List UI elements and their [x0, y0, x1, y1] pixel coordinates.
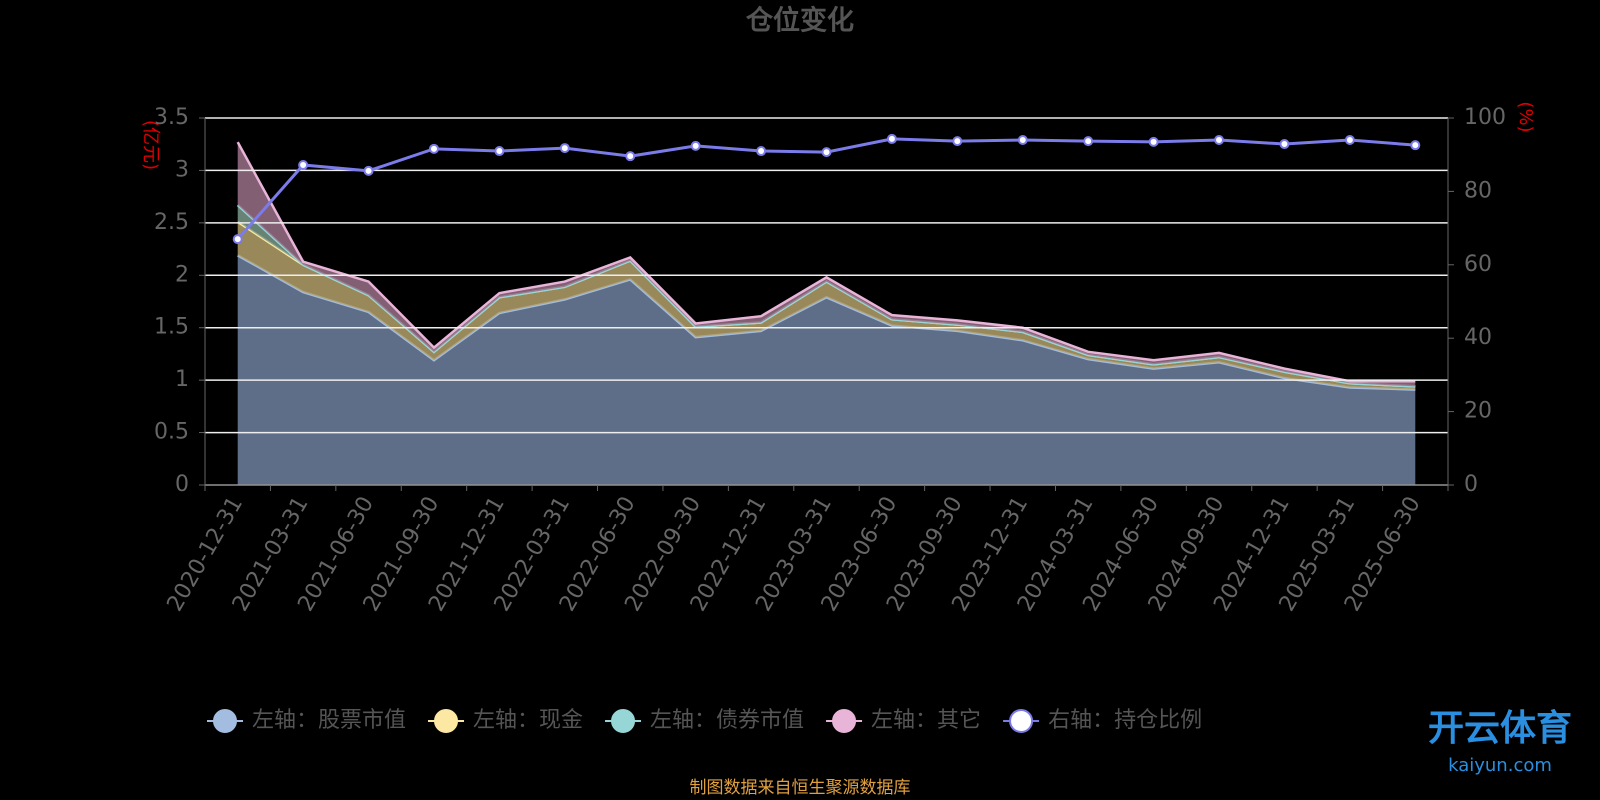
- legend-marker: [611, 709, 636, 733]
- point: [690, 140, 701, 151]
- point: [1344, 135, 1355, 146]
- point: [494, 146, 505, 157]
- point: [625, 151, 636, 162]
- point: [1410, 140, 1421, 151]
- point: [886, 133, 897, 144]
- point: [428, 143, 439, 154]
- source-note: 制图数据来自恒生聚源数据库: [690, 778, 911, 798]
- y2-tick-label: 100: [1464, 105, 1506, 130]
- y-tick-label: 2: [175, 262, 189, 287]
- y2-tick-label: 0: [1464, 472, 1478, 497]
- point: [1214, 135, 1225, 146]
- y2-tick-label: 20: [1464, 399, 1492, 424]
- chart-title: 仓位变化: [745, 5, 854, 37]
- y-tick-label: 1: [175, 367, 189, 392]
- point: [1083, 136, 1094, 147]
- point: [559, 143, 570, 154]
- y-tick-label: 1.5: [154, 315, 189, 340]
- point: [756, 146, 767, 157]
- area-line: [236, 141, 1416, 383]
- legend-marker: [1009, 709, 1034, 733]
- legend-label: 右轴：持仓比例: [1048, 708, 1202, 733]
- point: [952, 136, 963, 147]
- y-tick-label: 3: [175, 157, 189, 182]
- y2-axis-label: (%): [1515, 101, 1536, 132]
- y-tick-label: 3.5: [154, 105, 189, 130]
- legend-label: 左轴：现金: [473, 708, 583, 733]
- y2-tick-label: 60: [1464, 252, 1492, 277]
- legend-marker: [832, 709, 857, 733]
- point: [232, 234, 243, 245]
- point: [363, 165, 374, 176]
- y-tick-label: 0: [175, 472, 189, 497]
- y2-tick-label: 80: [1464, 178, 1492, 203]
- point: [1279, 139, 1290, 150]
- y2-tick-label: 40: [1464, 325, 1492, 350]
- y-tick-label: 2.5: [154, 210, 189, 235]
- area: [237, 255, 1416, 485]
- point: [1148, 136, 1159, 147]
- y-axis-label: (亿元): [140, 120, 161, 170]
- legend-label: 左轴：其它: [871, 708, 981, 733]
- legend-marker: [213, 709, 237, 733]
- point: [298, 159, 309, 170]
- legend-label: 左轴：债券市值: [650, 708, 804, 733]
- point: [821, 147, 832, 158]
- watermark-url: kaiyun.com: [1448, 755, 1552, 776]
- point: [1017, 135, 1028, 146]
- legend-marker: [434, 709, 459, 733]
- y-tick-label: 0.5: [154, 420, 189, 445]
- watermark-name: 开云体育: [1428, 708, 1572, 749]
- legend-label: 左轴：股票市值: [252, 708, 406, 733]
